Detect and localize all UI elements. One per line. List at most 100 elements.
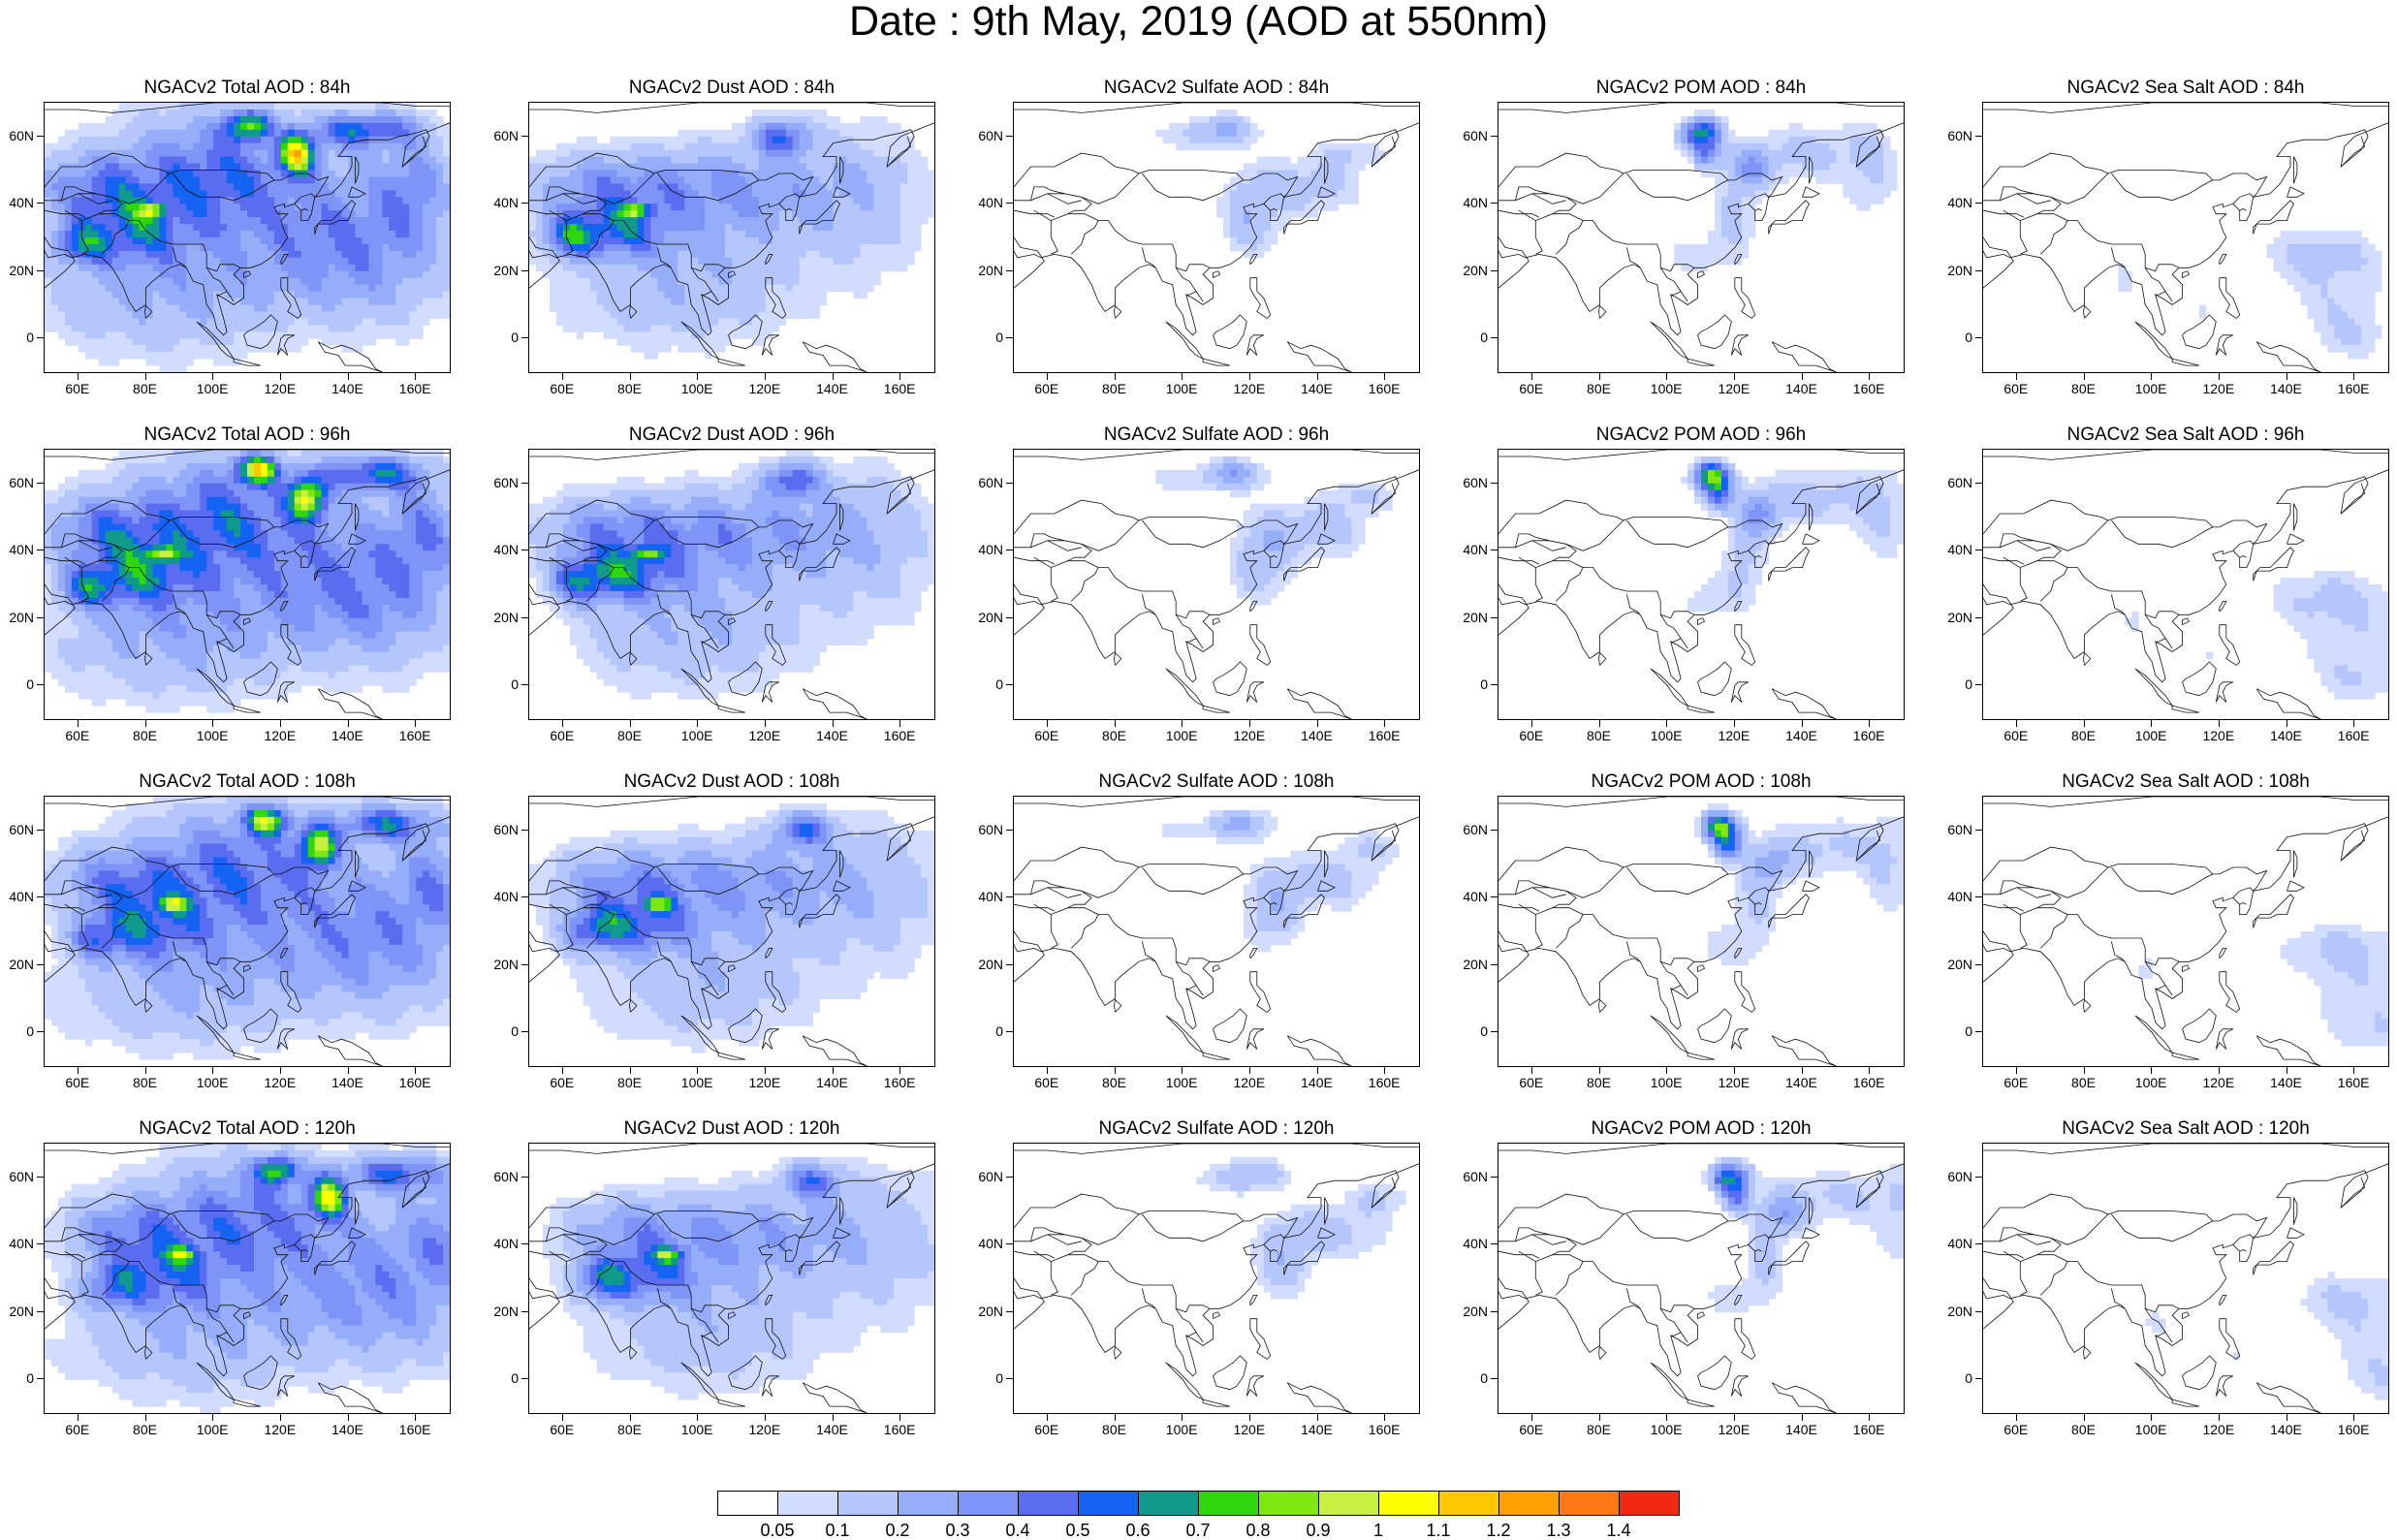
lat-tick-label: 20N [1463,262,1488,278]
lon-tick-label: 60E [65,381,90,396]
map-frame [1013,1143,1420,1414]
lon-tick-label: 100E [196,1422,229,1437]
coastlines [1498,103,1904,372]
aod-field [529,450,934,700]
lon-tick-label: 160E [1852,381,1885,396]
lon-tick [1114,1067,1116,1074]
lon-tick-label: 140E [331,381,363,396]
lat-tick [1975,1176,1982,1178]
aod-map [1498,797,1904,1066]
lon-tick-label: 100E [2134,728,2167,743]
lon-tick-label: 120E [2202,1075,2235,1090]
lat-tick [1975,482,1982,484]
aod-map [1983,103,2388,372]
lat-tick-label: 40N [493,1236,519,1252]
coastlines [1498,797,1904,1066]
lon-tick [1530,720,1532,727]
aod-field [529,802,934,1053]
lat-tick [1006,269,1013,271]
panel-title: NGACv2 Sea Salt AOD : 96h [2066,424,2305,445]
aod-field [1155,109,1386,259]
lon-tick [561,1414,563,1421]
lat-tick-label: 40N [9,195,34,211]
lon-tick-label: 140E [331,728,363,743]
coastlines [45,450,450,719]
colorbar-swatch [1078,1491,1139,1516]
lat-tick-label: 0 [1480,676,1488,693]
aod-map [1014,450,1419,719]
lon-tick [77,1067,79,1074]
map-panel: NGACv2 Sea Salt AOD : 96h 60N 40N 20N 0 60E 80… [1939,424,2397,773]
lon-tick [1530,1067,1532,1074]
lat-tick-label: 40N [1463,889,1488,905]
panel-title: NGACv2 POM AOD : 120h [1591,1118,1812,1139]
lon-tick [1114,720,1116,727]
lat-tick [1975,1031,1982,1033]
lon-tick [899,720,901,727]
lon-tick [1046,1067,1048,1074]
lon-tick-label: 100E [2134,381,2167,396]
panel-title: NGACv2 Sulfate AOD : 120h [1098,1118,1335,1139]
coastlines [1014,103,1419,372]
lon-tick [1248,1414,1250,1421]
lat-tick [37,616,44,618]
lon-tick [1384,373,1386,380]
aod-field [2118,231,2382,360]
lat-tick [37,269,44,271]
map-frame [44,449,451,720]
panel-title: NGACv2 Total AOD : 120h [139,1118,356,1139]
coastlines [529,103,934,372]
lat-tick-label: 40N [1947,889,1972,905]
lon-tick [279,720,281,727]
lat-tick-label: 0 [511,330,519,346]
lon-tick [2353,720,2355,727]
lon-tick-label: 120E [748,1422,781,1437]
lat-tick [1491,1243,1498,1245]
coastlines [1983,1144,2388,1413]
lat-tick-label: 0 [995,1370,1003,1387]
lon-tick-label: 80E [1102,1075,1126,1090]
lon-tick-label: 80E [617,1422,642,1437]
lat-tick [1975,1310,1982,1312]
lat-tick-label: 20N [1947,609,1972,625]
lat-tick [1006,203,1013,204]
lat-tick [37,482,44,484]
lon-tick [899,1414,901,1421]
aod-map [1498,103,1904,372]
lat-tick [521,1243,528,1245]
lon-tick-label: 140E [1785,728,1817,743]
colorbar-label: 0.05 [760,1521,795,1540]
lon-tick-label: 80E [1102,728,1126,743]
aod-map [529,103,934,372]
lat-tick-label: 60N [978,821,1003,837]
lon-tick [347,373,349,380]
lon-tick-label: 120E [1233,728,1266,743]
lon-tick-label: 80E [1102,381,1126,396]
lon-tick-label: 160E [883,728,916,743]
lat-tick-label: 40N [493,542,519,558]
aod-field [542,1156,934,1400]
lon-tick [2353,1414,2355,1421]
lon-tick [1733,1067,1735,1074]
lon-tick-label: 140E [2270,728,2302,743]
lat-tick [1491,337,1498,339]
lon-tick [832,720,834,727]
lat-tick [1006,1176,1013,1178]
lon-tick [764,1414,766,1421]
lon-tick [2015,1414,2017,1421]
lon-tick [697,373,699,380]
lon-tick [1666,720,1668,727]
lat-tick-label: 20N [1463,956,1488,972]
lat-tick [1491,1176,1498,1178]
map-panel: NGACv2 Dust AOD : 96h 60N 40N 20N 0 60E 80E 100… [485,424,969,773]
map-panel: NGACv2 Total AOD : 120h 60N 40N 20N 0 60E 80E 1… [0,1118,485,1467]
lat-tick [521,269,528,271]
lon-tick [561,1067,563,1074]
colorbar [717,1491,1680,1518]
lon-tick [1801,1067,1803,1074]
lat-tick-label: 40N [1463,195,1488,211]
lat-tick [1006,829,1013,831]
lon-tick [415,720,417,727]
aod-field [1674,109,1898,272]
lat-tick-label: 60N [1463,1168,1488,1184]
